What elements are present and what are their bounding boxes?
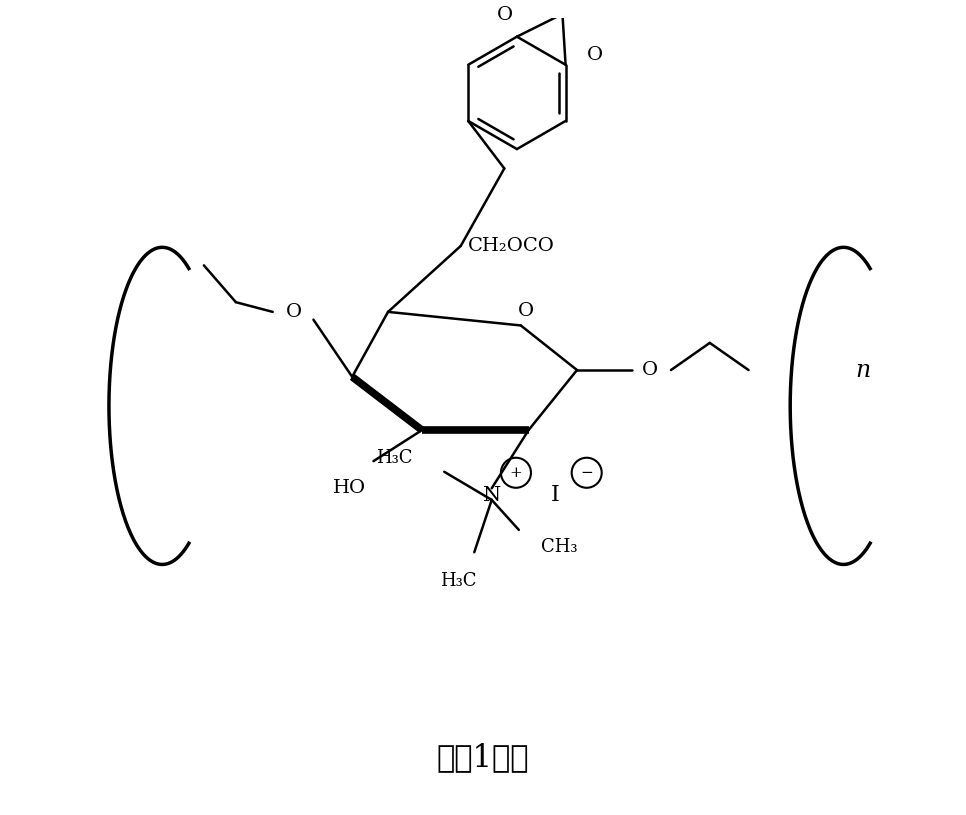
Text: 式（1）：: 式（1）： — [437, 742, 529, 773]
Text: O: O — [641, 361, 658, 379]
Text: −: − — [581, 465, 593, 480]
Text: CH₂OCO: CH₂OCO — [468, 237, 554, 255]
Text: O: O — [518, 302, 533, 320]
Text: O: O — [497, 7, 513, 24]
Text: N: N — [483, 486, 500, 504]
Text: O: O — [586, 46, 603, 64]
Text: O: O — [286, 303, 302, 321]
Text: H₃C: H₃C — [440, 572, 476, 590]
Text: H₃C: H₃C — [376, 449, 412, 467]
Text: n: n — [855, 359, 870, 381]
Text: I: I — [551, 484, 559, 506]
Text: HO: HO — [332, 479, 366, 497]
Text: CH₃: CH₃ — [541, 539, 578, 557]
Text: +: + — [510, 465, 523, 480]
